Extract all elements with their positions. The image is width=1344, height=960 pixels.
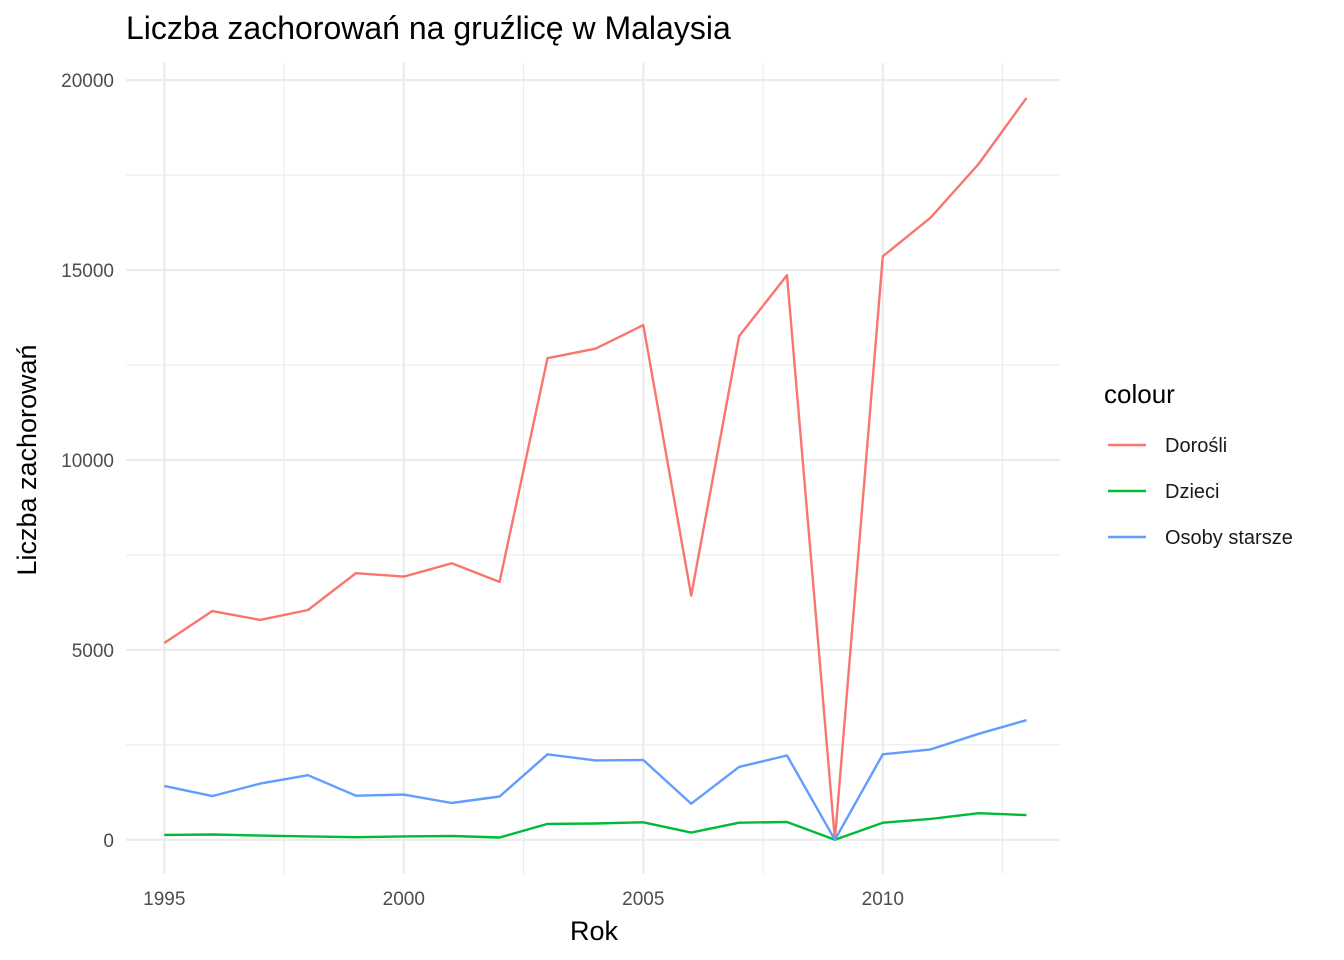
y-tick-label: 5000: [72, 641, 114, 662]
y-tick-label: 10000: [61, 451, 114, 472]
legend-label: Dzieci: [1165, 481, 1219, 503]
series-line: [164, 719, 1027, 841]
plot-grid: [126, 63, 1060, 874]
y-tick-label: 20000: [61, 71, 114, 92]
x-tick-label: 2010: [862, 889, 904, 910]
y-tick-labels: 0 5000 10000 15000 20000: [61, 71, 114, 852]
legend: colour Dorośli Dzieci Osoby starsze: [1104, 379, 1293, 549]
y-tick-label: 15000: [61, 261, 114, 282]
chart-title: Liczba zachorowań na gruźlicę w Malaysia: [126, 10, 731, 46]
legend-label: Osoby starsze: [1165, 527, 1293, 549]
y-axis-title: Liczba zachorowań: [12, 344, 42, 575]
x-tick-label: 1995: [143, 889, 185, 910]
series-line: [163, 97, 1028, 841]
series-line: [164, 812, 1027, 841]
x-axis-title: Rok: [570, 916, 619, 946]
x-tick-label: 2005: [622, 889, 664, 910]
x-tick-label: 2000: [383, 889, 425, 910]
legend-label: Dorośli: [1165, 435, 1227, 457]
plot-lines: [163, 97, 1028, 841]
x-tick-labels: 1995 2000 2005 2010: [143, 889, 904, 910]
legend-title: colour: [1104, 379, 1175, 409]
y-tick-label: 0: [103, 831, 114, 852]
